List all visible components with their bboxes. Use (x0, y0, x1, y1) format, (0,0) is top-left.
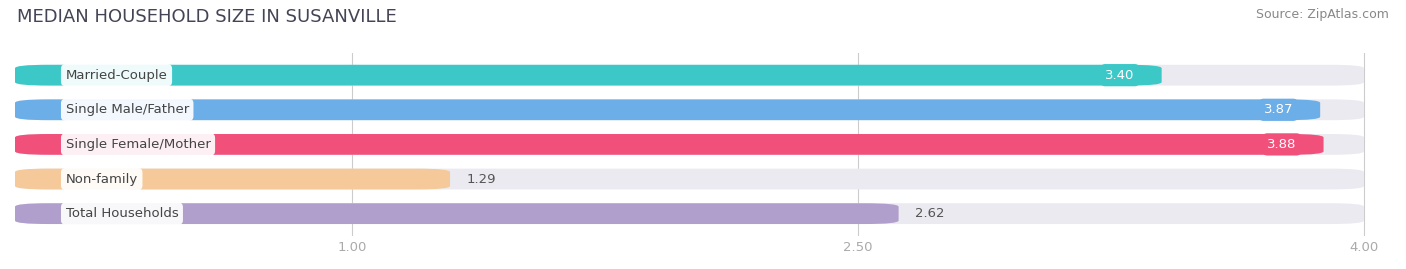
FancyBboxPatch shape (15, 65, 1161, 86)
FancyBboxPatch shape (15, 99, 1320, 120)
Text: Non-family: Non-family (66, 172, 138, 186)
FancyBboxPatch shape (15, 65, 1364, 86)
FancyBboxPatch shape (15, 169, 450, 189)
Text: Total Households: Total Households (66, 207, 179, 220)
FancyBboxPatch shape (15, 99, 1364, 120)
Text: 3.87: 3.87 (1264, 103, 1294, 116)
Text: Married-Couple: Married-Couple (66, 69, 167, 82)
Text: MEDIAN HOUSEHOLD SIZE IN SUSANVILLE: MEDIAN HOUSEHOLD SIZE IN SUSANVILLE (17, 8, 396, 26)
FancyBboxPatch shape (15, 203, 898, 224)
FancyBboxPatch shape (15, 169, 1364, 189)
FancyBboxPatch shape (15, 134, 1323, 155)
Text: 2.62: 2.62 (915, 207, 945, 220)
FancyBboxPatch shape (15, 134, 1364, 155)
Text: 1.29: 1.29 (467, 172, 496, 186)
Text: Single Female/Mother: Single Female/Mother (66, 138, 211, 151)
Text: Source: ZipAtlas.com: Source: ZipAtlas.com (1256, 8, 1389, 21)
FancyBboxPatch shape (15, 203, 1364, 224)
Text: Single Male/Father: Single Male/Father (66, 103, 188, 116)
Text: 3.88: 3.88 (1267, 138, 1296, 151)
Text: 3.40: 3.40 (1105, 69, 1135, 82)
